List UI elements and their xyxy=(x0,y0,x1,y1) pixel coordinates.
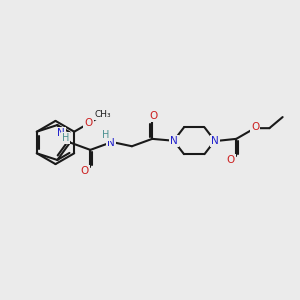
Text: O: O xyxy=(81,166,89,176)
Text: N: N xyxy=(57,128,65,138)
Text: N: N xyxy=(107,137,115,148)
Text: O: O xyxy=(227,155,235,165)
Text: CH₃: CH₃ xyxy=(94,110,111,119)
Text: H: H xyxy=(102,130,110,140)
Text: O: O xyxy=(85,118,93,128)
Text: N: N xyxy=(211,136,219,146)
Text: N: N xyxy=(170,136,178,146)
Text: O: O xyxy=(251,122,259,132)
Text: H: H xyxy=(62,133,69,142)
Text: O: O xyxy=(149,111,157,121)
